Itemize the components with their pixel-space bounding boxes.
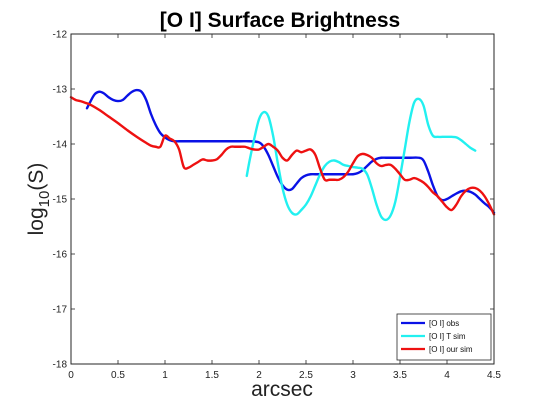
- x-tick-label: 2: [256, 370, 262, 381]
- x-tick-label: 2.5: [299, 370, 313, 381]
- x-tick-label: 4.5: [487, 370, 501, 381]
- plot-area: [71, 34, 494, 364]
- y-tick-label: -13: [53, 85, 68, 96]
- legend: [O I] obs [O I] T sim [O I] our sim: [396, 313, 492, 361]
- y-axis-label: log10(S): [25, 163, 53, 236]
- x-tick-label: 0: [68, 370, 74, 381]
- legend-label-1: [O I] obs: [429, 319, 459, 328]
- x-tick-label: 4: [444, 370, 450, 381]
- legend-label-2: [O I] T sim: [429, 332, 466, 341]
- y-ticks: -18 -17 -16 -15 -14 -13 -12: [53, 30, 494, 371]
- series-line-2: [245, 97, 477, 222]
- y-tick-label: -18: [53, 360, 68, 371]
- y-tick-label: -16: [53, 250, 68, 261]
- y-tick-label: -14: [53, 140, 68, 151]
- x-tick-label: 0.5: [111, 370, 125, 381]
- chart-title: [O I] Surface Brightness: [160, 9, 400, 32]
- y-axis-label-subscript: 10: [36, 191, 53, 208]
- x-tick-label: 3.5: [393, 370, 407, 381]
- x-tick-label: 1.5: [205, 370, 219, 381]
- y-axis-label-base: log: [25, 207, 48, 235]
- x-tick-label: 1: [162, 370, 168, 381]
- legend-label-3: [O I] our sim: [429, 345, 473, 354]
- y-tick-label: -12: [53, 30, 68, 41]
- y-tick-label: -17: [53, 305, 68, 316]
- x-ticks: 0 0.5 1 1.5 2 2.5 3 3.5 4 4.5: [68, 34, 501, 381]
- x-tick-label: 3: [350, 370, 356, 381]
- x-axis-label: arcsec: [251, 378, 313, 401]
- y-tick-label: -15: [53, 195, 68, 206]
- y-axis-label-arg: (S): [25, 163, 48, 191]
- series-layer: [69, 88, 496, 222]
- series-line-3: [69, 96, 496, 216]
